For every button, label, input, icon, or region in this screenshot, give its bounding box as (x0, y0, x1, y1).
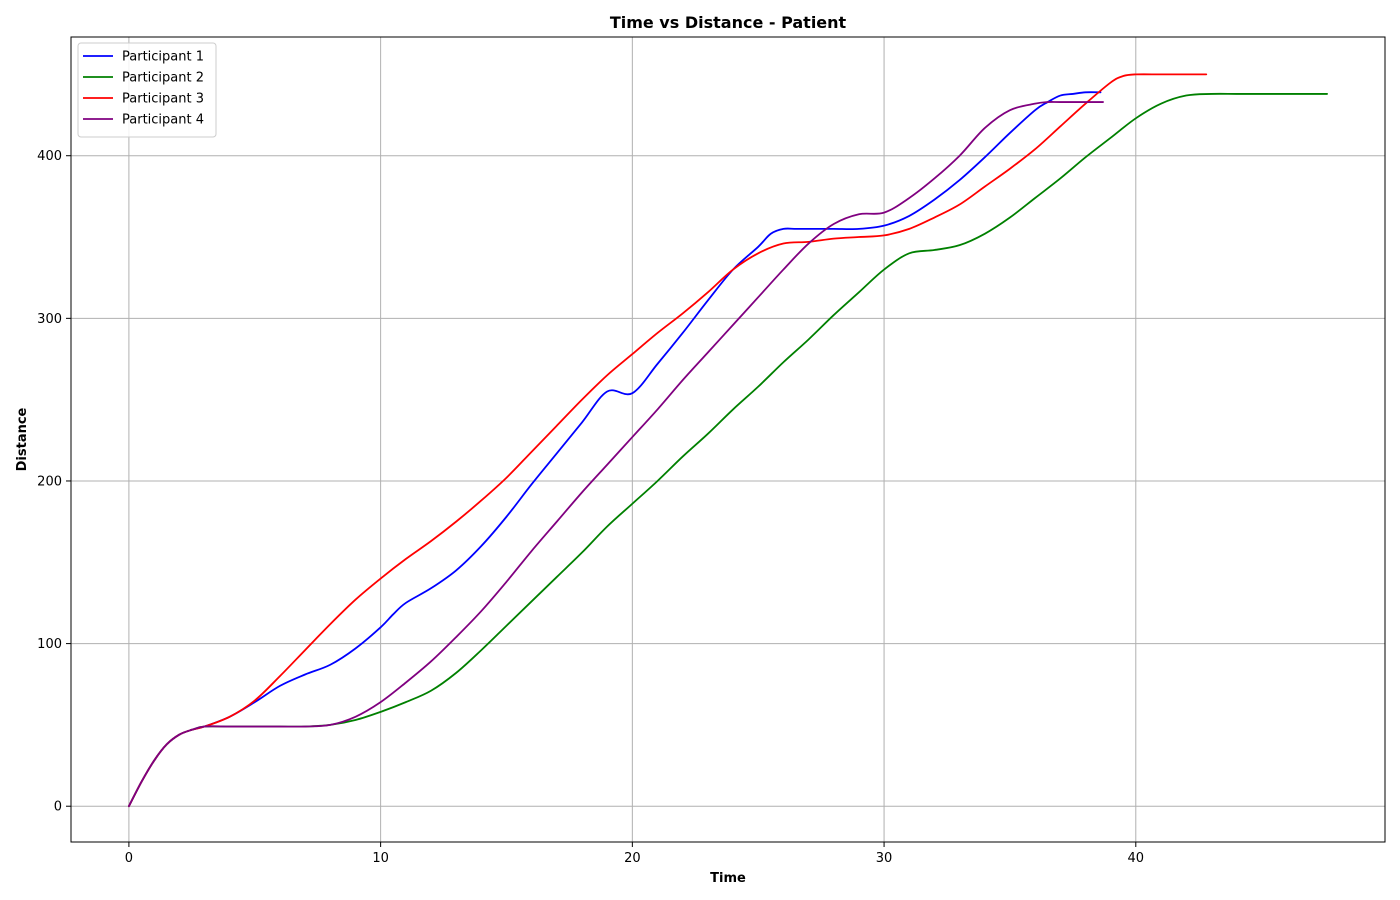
x-tick-label: 30 (876, 851, 893, 866)
y-tick-label: 400 (37, 149, 62, 164)
chart-title: Time vs Distance - Patient (610, 13, 847, 32)
y-tick-label: 200 (37, 474, 62, 489)
legend-box (77, 42, 217, 138)
series-line-participant-1 (128, 91, 1102, 808)
y-tick-label: 300 (37, 312, 62, 327)
grid-lines (71, 37, 1385, 842)
series-lines (128, 73, 1328, 808)
x-tick-label: 20 (624, 851, 641, 866)
legend-label: Participant 1 (122, 50, 204, 65)
plot-area-frame (70, 36, 1386, 843)
legend: Participant 1 Participant 2 Participant 3 P… (77, 42, 217, 138)
y-axis-title: Distance (15, 407, 30, 471)
series-line-participant-4 (128, 101, 1104, 808)
series-line-participant-2 (128, 92, 1328, 808)
legend-label: Participant 3 (122, 92, 204, 107)
y-tick-label: 100 (37, 637, 62, 652)
x-tick-label: 40 (1128, 851, 1145, 866)
y-axis-ticks: 0 100 200 300 400 (37, 149, 71, 815)
legend-label: Participant 4 (122, 113, 204, 128)
series-line-participant-3 (128, 73, 1208, 808)
x-tick-label: 0 (125, 851, 133, 866)
x-tick-label: 10 (372, 851, 389, 866)
x-axis-title: Time (710, 871, 746, 886)
legend-label: Participant 2 (122, 71, 204, 86)
x-axis-ticks: 0 10 20 30 40 (125, 842, 1144, 866)
y-tick-label: 0 (54, 800, 62, 815)
